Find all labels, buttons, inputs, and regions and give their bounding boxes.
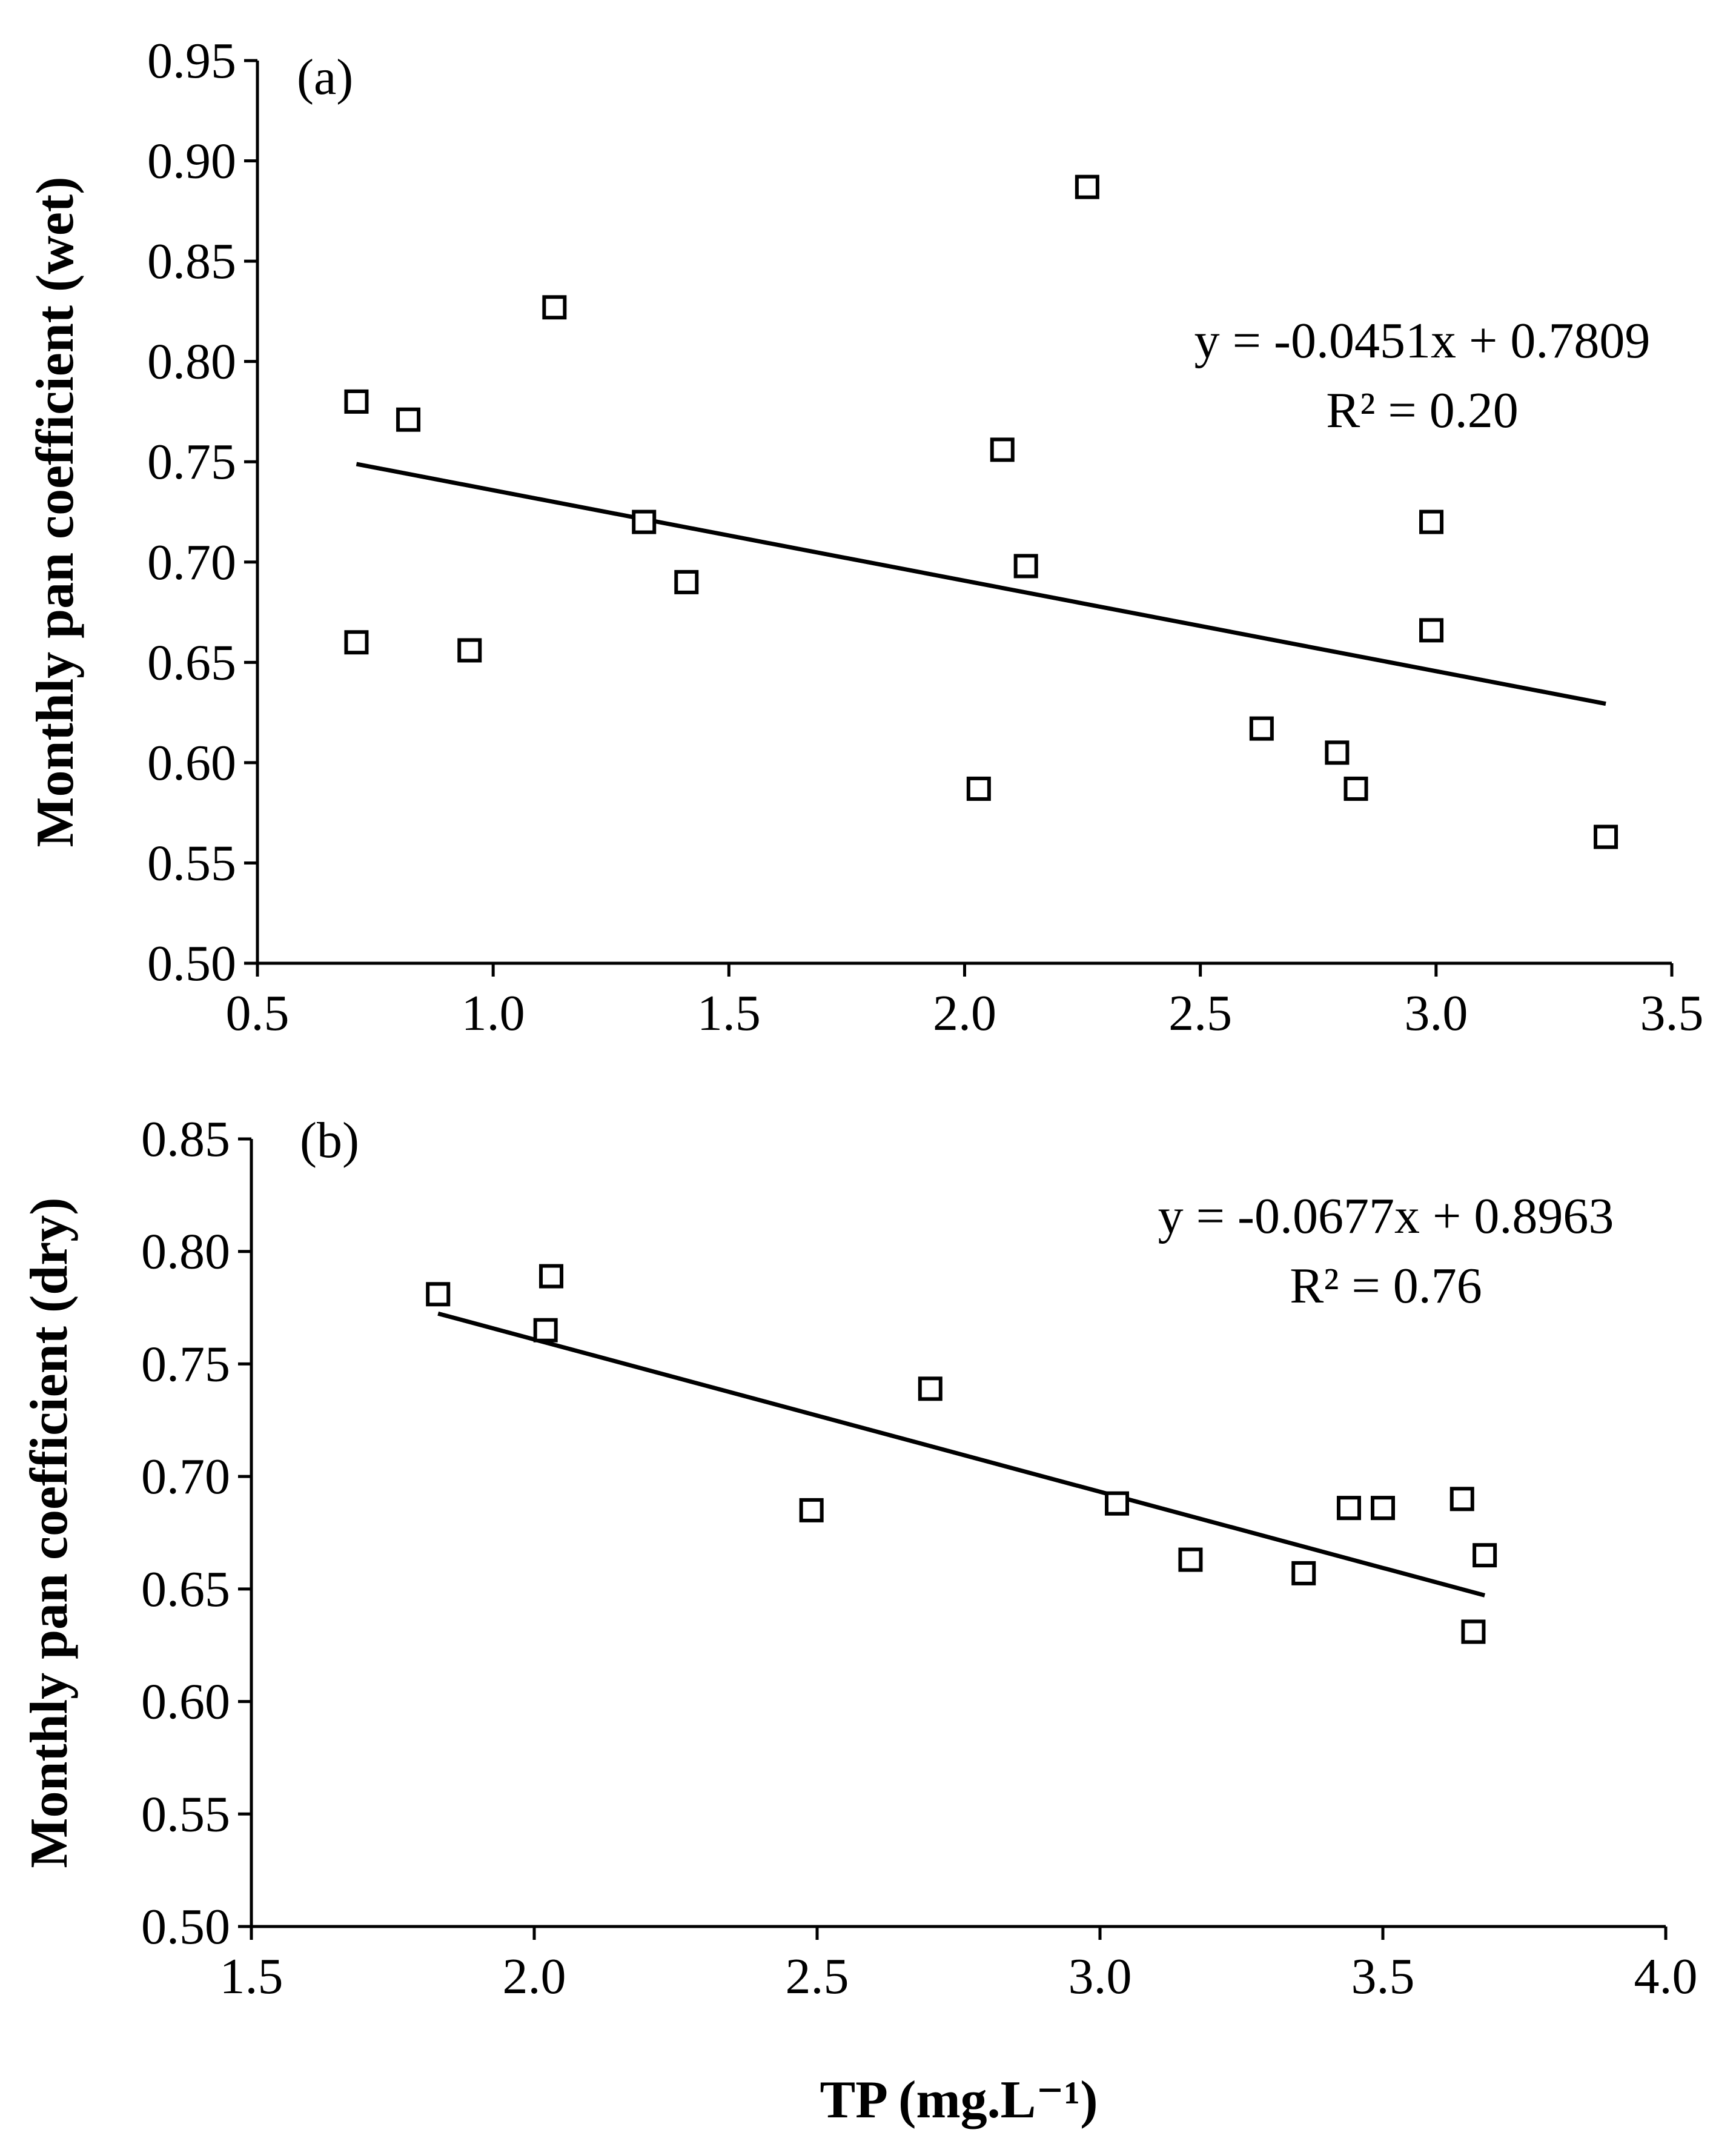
panel-b-r-squared: R² = 0.76 [1290,1258,1482,1314]
y-tick-label: 0.90 [147,133,236,190]
y-tick-label: 0.95 [147,33,236,89]
y-tick-label: 0.80 [141,1224,230,1280]
y-tick-label: 0.55 [147,835,236,891]
panel-b-equation: y = -0.0677x + 0.8963 [1158,1188,1614,1244]
x-tick-label: 2.0 [933,985,996,1041]
panel-b-dry: 1.5 2.0 2.5 3.0 3.5 4.0 0.500.550.600.650.700… [20,1111,1698,2129]
data-point [457,638,482,663]
data-point [542,295,567,320]
x-tick-label: 3.0 [1404,985,1468,1041]
panel-a-equation: y = -0.0451x + 0.7809 [1194,313,1651,369]
data-point [1325,740,1350,765]
panel-a-trendline [356,462,1606,706]
data-point [674,569,699,594]
data-point [426,1282,451,1307]
panel-a-x-tick-labels: 0.5 1.0 1.5 2.0 2.5 3.0 3.5 [226,985,1704,1041]
x-tick-label: 2.5 [1168,985,1232,1041]
y-tick-label: 0.70 [147,534,236,591]
panel-a-data-points [344,174,1618,849]
data-point [1105,1491,1130,1516]
y-tick-label: 0.60 [147,735,236,791]
data-point [539,1264,564,1289]
panel-a-r-squared: R² = 0.20 [1326,382,1519,439]
x-tick-label: 3.5 [1351,1948,1415,2005]
y-tick-label: 0.55 [141,1786,230,1842]
panel-b-data-points [426,1264,1497,1644]
data-point [1336,1496,1361,1521]
data-point [966,776,991,801]
data-point [344,389,369,414]
x-tick-label: 3.0 [1068,1948,1132,2005]
data-point [1449,1487,1474,1512]
panel-b-y-tick-labels: 0.50 0.55 0.60 0.65 0.70 0.75 0.80 0.85 [141,1111,230,1955]
panel-b-x-tick-labels: 1.5 2.0 2.5 3.0 3.5 4.0 [220,1948,1698,2005]
y-tick-label: 0.70 [141,1449,230,1505]
y-tick-label: 0.65 [147,634,236,691]
data-point [1249,716,1274,741]
data-point [1178,1547,1203,1572]
data-point [1291,1561,1316,1585]
panel-a-label: (a) [297,49,353,105]
x-tick-label: 0.5 [226,985,290,1041]
data-point [1371,1496,1395,1521]
data-point [1461,1619,1486,1644]
panel-b-trendline [437,1311,1486,1598]
data-point [1419,509,1444,534]
panel-a-y-axis-title: Monthly pan coefficient (wet) [26,176,85,847]
panel-a-wet: 0.5 1.0 1.5 2.0 2.5 3.0 3.5 0.500.550.600.650.… [26,33,1704,1041]
data-point [918,1376,943,1401]
y-tick-label: 0.85 [147,233,236,290]
panel-b-label: (b) [300,1112,359,1169]
x-tick-label: 1.5 [697,985,761,1041]
y-tick-label: 0.50 [147,935,236,992]
x-tick-label: 2.5 [786,1948,849,2005]
data-point [1594,825,1618,849]
x-tick-label: 3.5 [1640,985,1704,1041]
panel-a-tick-marks [244,59,1674,977]
data-point [990,437,1015,462]
data-point [533,1318,558,1342]
data-point [1013,554,1038,579]
panel-b-tick-marks [238,1137,1668,1940]
panel-b-x-axis-title: TP (mg.L⁻¹) [820,2071,1098,2129]
y-tick-label: 0.65 [141,1561,230,1618]
y-tick-label: 0.80 [147,334,236,390]
data-point [1343,776,1368,801]
x-tick-label: 4.0 [1634,1948,1698,2005]
data-point [1075,174,1099,199]
y-tick-label: 0.75 [141,1336,230,1392]
data-point [396,407,421,432]
panel-a-y-tick-labels: 0.50 0.55 0.60 0.65 0.70 0.75 0.80 0.85 0.90 0.95 [147,33,236,992]
y-tick-label: 0.75 [147,434,236,490]
data-point [344,630,369,655]
y-tick-label: 0.85 [141,1111,230,1167]
y-tick-label: 0.50 [141,1899,230,1955]
x-tick-label: 1.5 [220,1948,283,2005]
data-point [799,1498,824,1522]
y-tick-label: 0.60 [141,1674,230,1730]
x-tick-label: 2.0 [503,1948,566,2005]
x-tick-label: 1.0 [462,985,525,1041]
data-point [1473,1543,1497,1568]
panel-b-y-axis-title: Monthly pan coefficient (dry) [20,1197,79,1868]
data-point [632,509,657,534]
data-point [1419,618,1444,643]
